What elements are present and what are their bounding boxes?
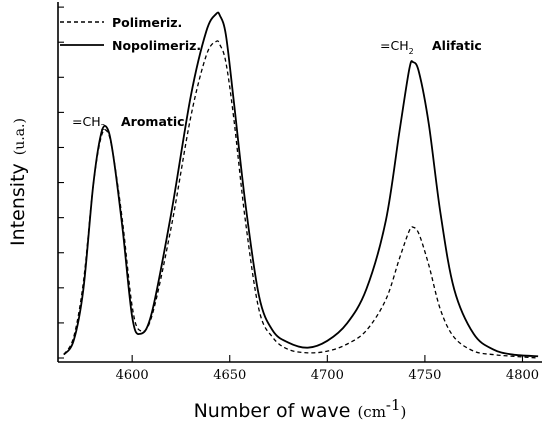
annotation-aromatic: =CH2 Aromatic bbox=[72, 114, 185, 132]
annotation-alifatic: =CH2 Alifatic bbox=[380, 38, 482, 56]
y-ticks bbox=[58, 6, 64, 359]
annotation-alifatic-formula: =CH2 bbox=[380, 38, 414, 56]
x-tick-label: 4650 bbox=[213, 368, 246, 383]
legend: Polimeriz. Nopolimeriz. bbox=[60, 15, 201, 53]
axes bbox=[57, 2, 542, 363]
x-ticks: 4600 4650 4700 4750 4800 bbox=[116, 355, 539, 383]
y-axis-label: Intensity (u.a.) bbox=[7, 118, 29, 246]
series-line-polimeriz bbox=[63, 40, 539, 359]
x-tick-label: 4600 bbox=[116, 368, 149, 383]
legend-label-nopolimeriz: Nopolimeriz. bbox=[112, 38, 201, 53]
series-line-nopolimeriz bbox=[63, 11, 539, 358]
x-axis-label: Number of wave (cm-1) bbox=[194, 396, 407, 422]
x-tick-label: 4700 bbox=[311, 368, 344, 383]
annotation-aromatic-label: Aromatic bbox=[121, 114, 185, 129]
x-tick-label: 4800 bbox=[506, 368, 539, 383]
legend-label-polimeriz: Polimeriz. bbox=[112, 15, 182, 30]
annotation-aromatic-formula: =CH2 bbox=[72, 114, 106, 132]
annotation-alifatic-label: Alifatic bbox=[432, 38, 482, 53]
x-tick-label: 4750 bbox=[408, 368, 441, 383]
